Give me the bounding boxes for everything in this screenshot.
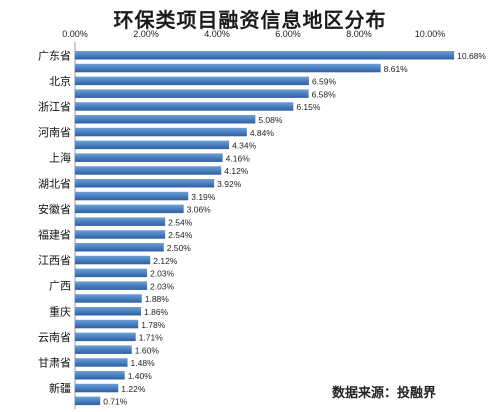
- category-label: 新疆: [49, 381, 71, 395]
- bar: [75, 63, 381, 73]
- bar: [75, 358, 128, 367]
- bar: [75, 153, 223, 162]
- x-tick-label: 6.00%: [275, 29, 301, 39]
- category-label: 上海: [49, 151, 71, 165]
- bar-value-label: 1.40%: [128, 371, 153, 381]
- x-tick-label: 8.00%: [346, 29, 372, 39]
- category-label: 河南省: [38, 126, 71, 139]
- bar: [75, 281, 148, 290]
- bar: [75, 230, 166, 239]
- bar-value-label: 2.03%: [150, 281, 175, 291]
- category-label: 江西省: [38, 254, 71, 267]
- bar-value-label: 4.16%: [226, 153, 251, 163]
- bar-value-label: 3.06%: [187, 205, 212, 215]
- bar-value-label: 2.54%: [168, 230, 193, 240]
- bar: [75, 319, 139, 329]
- bar-value-label: 4.34%: [232, 141, 257, 151]
- bar-value-label: 1.71%: [139, 333, 164, 343]
- x-tick-label: 4.00%: [204, 29, 230, 39]
- category-label: 广东省: [38, 49, 71, 62]
- bar-value-label: 1.48%: [131, 358, 156, 368]
- bar-value-label: 1.78%: [141, 320, 166, 330]
- source-label: 数据来源：投融界: [332, 386, 437, 401]
- chart-title: 环保类项目融资信息地区分布: [113, 8, 387, 32]
- bar-value-label: 10.68%: [457, 51, 486, 61]
- bar: [75, 383, 119, 393]
- bar: [75, 332, 136, 342]
- bar: [75, 115, 256, 124]
- bar-value-label: 6.59%: [312, 77, 337, 87]
- bar: [75, 268, 148, 278]
- category-label: 甘肃省: [38, 356, 71, 369]
- bar-value-label: 8.61%: [384, 64, 409, 74]
- x-tick-label: 10.00%: [415, 29, 446, 39]
- bar-value-label: 2.50%: [167, 243, 192, 253]
- category-label: 福建省: [38, 227, 71, 241]
- bar-value-label: 1.86%: [144, 307, 169, 317]
- bar-value-label: 2.12%: [153, 256, 178, 266]
- category-label: 浙江省: [38, 100, 71, 113]
- bar: [75, 217, 166, 226]
- bar: [75, 243, 164, 252]
- bar: [75, 371, 125, 380]
- bar: [75, 191, 189, 201]
- category-label: 广西: [49, 280, 71, 293]
- category-label: 重庆: [49, 304, 71, 318]
- bar: [75, 307, 142, 316]
- bar: [75, 166, 222, 175]
- bar: [75, 76, 309, 86]
- bar-value-label: 5.08%: [258, 115, 283, 125]
- x-tick-label: 2.00%: [133, 29, 159, 39]
- bar-value-label: 3.92%: [217, 179, 242, 189]
- bar: [75, 179, 215, 188]
- bar: [75, 255, 151, 265]
- category-label: 安徽省: [38, 202, 71, 216]
- bar: [75, 396, 101, 406]
- bar: [75, 102, 294, 111]
- category-label: 云南省: [38, 331, 71, 344]
- bar-value-label: 2.54%: [168, 217, 193, 227]
- bar-value-label: 4.84%: [250, 128, 275, 138]
- bar-value-label: 6.58%: [312, 89, 337, 99]
- x-tick-label: 0.00%: [62, 29, 88, 39]
- bar-value-label: 3.19%: [191, 192, 216, 202]
- bar-value-label: 1.88%: [145, 294, 170, 304]
- bar-value-label: 1.60%: [135, 345, 160, 355]
- bar-value-label: 4.12%: [224, 166, 249, 176]
- bar: [75, 345, 132, 354]
- category-label: 北京: [49, 74, 71, 88]
- bar-value-label: 6.15%: [296, 102, 321, 112]
- bar: [75, 89, 309, 98]
- bar-value-label: 0.71%: [103, 397, 128, 407]
- bar: [75, 140, 230, 150]
- bar: [75, 127, 247, 137]
- bar: [75, 51, 455, 60]
- bar: [75, 294, 142, 303]
- bar-value-label: 2.03%: [150, 269, 175, 279]
- bar: [75, 204, 184, 214]
- category-label: 湖北省: [38, 177, 71, 190]
- bar-value-label: 1.22%: [121, 384, 146, 394]
